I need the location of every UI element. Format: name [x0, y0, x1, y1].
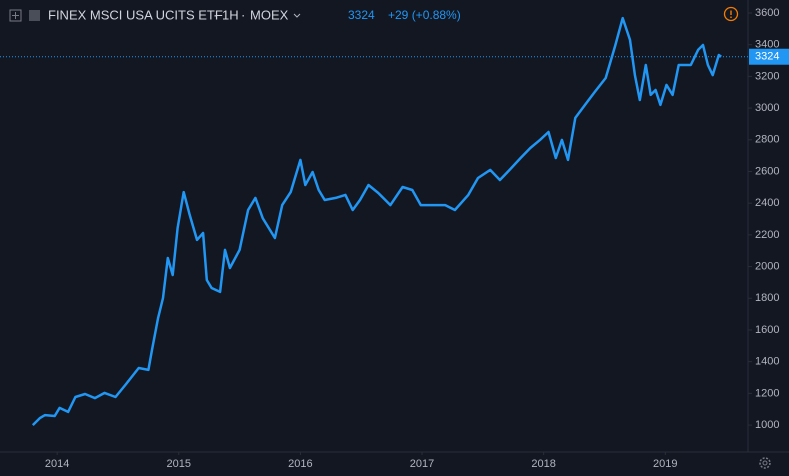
y-tick-label: 2000 [755, 260, 779, 272]
y-tick-label: 3200 [755, 70, 779, 82]
separator: · [241, 7, 245, 22]
symbol-icon [29, 10, 40, 21]
y-tick-label: 2400 [755, 197, 779, 209]
x-tick-label: 2018 [531, 458, 555, 470]
y-tick-label: 3000 [755, 102, 779, 114]
y-tick-label: 1800 [755, 292, 779, 304]
x-tick-label: 2017 [410, 458, 434, 470]
symbol: FINEX MSCI USA UCITS ETF [48, 7, 223, 22]
y-tick-label: 2600 [755, 165, 779, 177]
x-tick-label: 2019 [653, 458, 677, 470]
last-price-label: 3324 [755, 51, 779, 63]
separator: · [213, 7, 217, 22]
y-tick-label: 1600 [755, 324, 779, 336]
dropdown-icon[interactable] [293, 13, 301, 18]
last-price-box [749, 48, 789, 65]
settings-icon[interactable] [759, 457, 771, 469]
y-tick-label: 3400 [755, 39, 779, 51]
header-change: +29 (+0.88%) [388, 8, 461, 22]
y-tick-label: 1000 [755, 419, 779, 431]
price-line [31, 16, 722, 426]
x-tick-label: 2016 [288, 458, 312, 470]
expand-icon[interactable] [9, 9, 22, 22]
exchange[interactable]: MOEX [250, 7, 289, 22]
alert-icon[interactable] [723, 6, 739, 22]
y-tick-label: 2800 [755, 134, 779, 146]
x-tick-label: 2014 [45, 458, 69, 470]
y-tick-label: 1200 [755, 387, 779, 399]
header-price: 3324 [348, 8, 375, 22]
y-tick-label: 1400 [755, 356, 779, 368]
x-tick-label: 2015 [167, 458, 191, 470]
y-tick-label: 3600 [755, 7, 779, 19]
y-tick-label: 2200 [755, 229, 779, 241]
interval: 1H [222, 7, 239, 22]
header-icons [9, 9, 40, 22]
